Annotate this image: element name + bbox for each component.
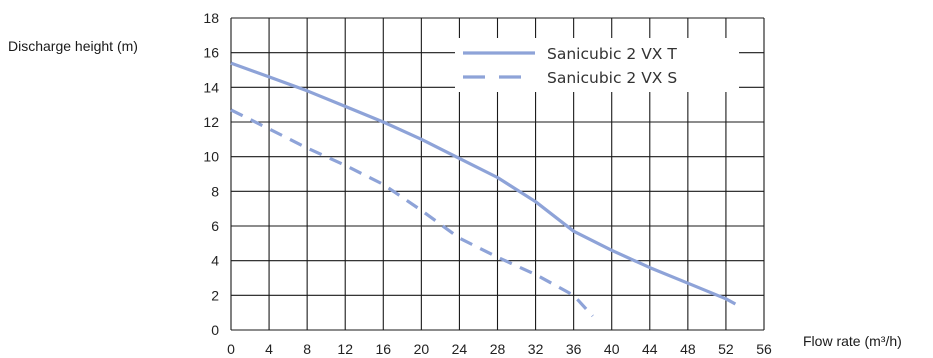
- y-tick-label: 18: [203, 10, 219, 26]
- y-tick-label: 12: [203, 114, 219, 130]
- x-tick-label: 36: [566, 341, 582, 357]
- x-tick-label: 16: [375, 341, 391, 357]
- x-tick-label: 40: [604, 341, 620, 357]
- series-line-2: [230, 108, 594, 318]
- x-axis-label: Flow rate (m³/h): [803, 333, 902, 349]
- y-tick-label: 4: [211, 253, 219, 269]
- y-tick-label: 2: [211, 287, 219, 303]
- series-line-1: [230, 61, 737, 306]
- y-tick-label: 6: [211, 218, 219, 234]
- x-tick-labels: 0 4 8 12 16 20 24 28 32 36 40 44 48 52 56: [227, 341, 772, 357]
- x-tick-label: 12: [337, 341, 353, 357]
- legend-label-1: Sanicubic 2 VX T: [547, 45, 677, 63]
- legend-box: [455, 38, 739, 92]
- x-tick-label: 4: [265, 341, 273, 357]
- x-tick-label: 52: [718, 341, 734, 357]
- y-tick-label: 16: [203, 45, 219, 61]
- x-tick-label: 8: [303, 341, 311, 357]
- legend: Sanicubic 2 VX T Sanicubic 2 VX S: [455, 38, 739, 92]
- y-tick-labels: 0 2 4 6 8 10 12 14 16 18: [203, 10, 219, 338]
- y-axis-label: Discharge height (m): [8, 38, 138, 54]
- y-tick-label: 14: [203, 79, 219, 95]
- x-tick-label: 32: [528, 341, 544, 357]
- x-tick-label: 0: [227, 341, 235, 357]
- y-tick-label: 0: [211, 322, 219, 338]
- legend-label-2: Sanicubic 2 VX S: [547, 69, 677, 87]
- y-tick-label: 8: [211, 183, 219, 199]
- x-tick-label: 44: [642, 341, 658, 357]
- x-tick-label: 56: [756, 341, 772, 357]
- x-tick-label: 28: [490, 341, 506, 357]
- series-lines: [230, 61, 737, 318]
- x-tick-label: 48: [680, 341, 696, 357]
- x-tick-label: 20: [414, 341, 430, 357]
- y-tick-label: 10: [203, 149, 219, 165]
- x-tick-label: 24: [452, 341, 468, 357]
